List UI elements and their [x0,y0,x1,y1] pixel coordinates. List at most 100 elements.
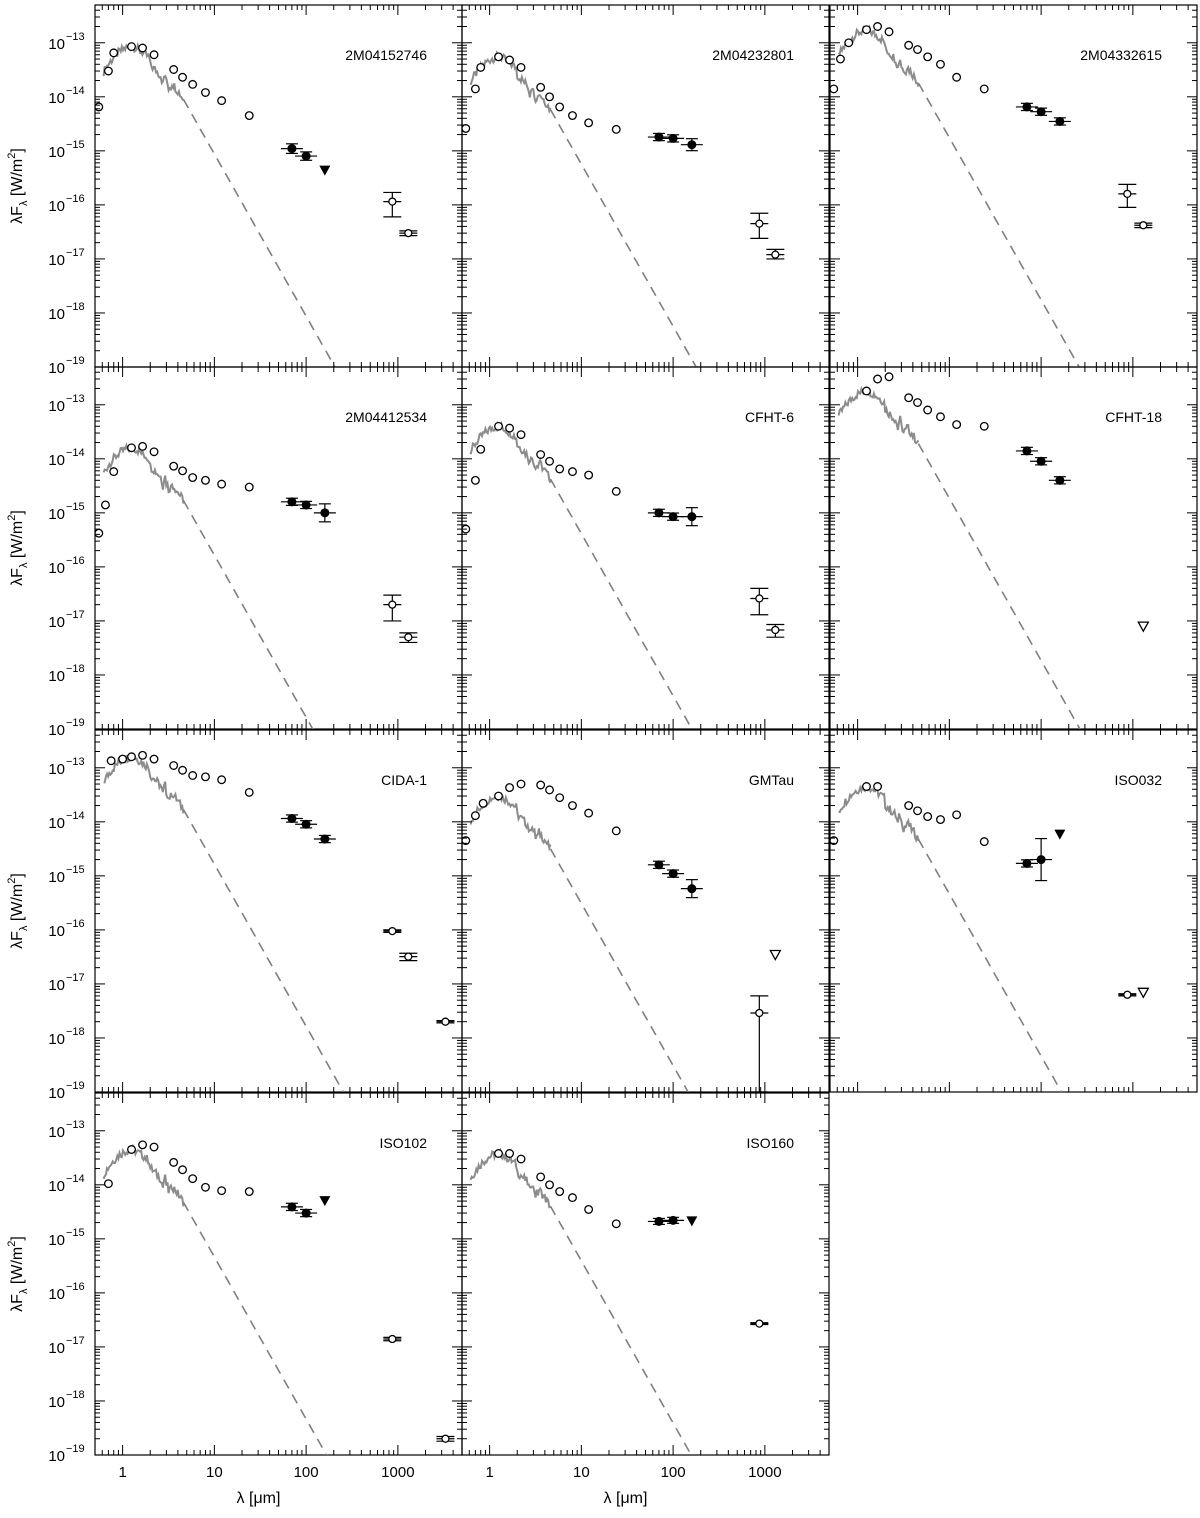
blackbody-dashed [549,109,698,367]
herschel-point [668,512,678,522]
y-tick-label: 10 [48,1232,65,1249]
y-tick-label: 10 [48,722,65,739]
y-tick-label: 10 [48,506,65,523]
upper-limit-marker [319,165,331,176]
photometry-point [127,752,136,762]
x-axis-label: λ [μm] [604,1490,648,1507]
sed-panel: CFHT-6 [461,366,830,730]
y-tick-exponent: −14 [66,810,85,822]
sed-panel: 2M04332615 [829,4,1198,368]
panel-title: ISO102 [380,1135,428,1151]
photometry-point [923,812,933,822]
panel-title: 2M04332615 [1080,47,1162,63]
photosphere-model [102,442,185,504]
herschel-point [668,869,678,879]
y-tick-exponent: −15 [66,139,85,151]
y-tick-exponent: −16 [66,555,85,567]
photometry-point [568,467,577,477]
mm-point [441,1434,450,1443]
herschel-point [301,819,311,829]
upper-limit-marker [1054,829,1066,840]
x-tick-label: 1 [118,1464,126,1481]
y-tick-exponent: −13 [66,756,85,768]
mm-upper-limit [769,949,782,961]
photometry-point [979,421,989,431]
photometry-point [862,782,871,791]
sed-panel: GMTau [461,729,830,1093]
photometry-point [244,111,254,120]
photometry-point [611,826,621,836]
photometry-point [470,811,480,821]
y-axis-label: λFλ [W/m2] [6,148,30,224]
photosphere-model [469,420,552,484]
herschel-point [1036,107,1046,117]
y-tick-label: 10 [48,1394,65,1411]
photometry-point [904,40,914,50]
photometry-point [516,779,526,789]
photometry-point [178,466,188,476]
photometry-point [505,783,515,793]
photometry-point [149,1142,159,1152]
photometry-point [169,65,179,74]
photometry-point [536,82,546,92]
photometry-point [178,72,188,82]
y-axis-label: λFλ [W/m2] [6,1236,30,1312]
photometry-point [505,1149,515,1158]
mm-point [1139,221,1148,230]
photometry-point [584,808,594,818]
mm-point [771,250,780,259]
y-tick-label: 10 [48,1031,65,1048]
y-tick-exponent: −13 [66,31,85,43]
photometry-point [217,96,227,106]
y-tick-label: 10 [48,1085,65,1102]
y-tick-label: 10 [48,1448,65,1465]
photometry-point [127,42,136,52]
mm-point [771,625,780,635]
photometry-point [188,79,198,89]
herschel-point [287,144,297,154]
y-tick-label: 10 [48,198,65,215]
photosphere-model [837,385,920,445]
blackbody-dashed [182,809,345,1092]
photometry-point [217,775,227,785]
photometry-point [178,1165,188,1175]
photometry-point [188,1174,198,1184]
blackbody-dashed [182,1201,328,1455]
photometry-point [244,1187,254,1197]
sed-panel: ISO160 [461,1092,830,1456]
photometry-point [244,482,254,492]
photometry-point [936,815,945,825]
photometry-point [169,461,179,471]
blackbody-dashed [917,838,1063,1092]
y-tick-label: 10 [48,560,65,577]
panel-title: ISO160 [747,1135,795,1151]
sed-panel: 2M04412534 [94,366,463,730]
photometry-point [611,486,621,496]
herschel-point [1036,855,1046,865]
photometry-point [217,1186,227,1196]
photometry-point [127,443,136,453]
photometry-point [884,372,894,382]
herschel-point [654,860,664,870]
photometry-point [138,1140,148,1150]
y-tick-exponent: −19 [66,1443,85,1455]
panel-title: GMTau [749,772,794,788]
photometry-point [149,50,159,60]
photometry-point [201,772,210,782]
y-tick-label: 10 [48,360,65,377]
photometry-point [169,1157,179,1167]
y-tick-exponent: −17 [66,609,85,621]
panel-title: CIDA-1 [381,772,427,788]
y-tick-exponent: −15 [66,1227,85,1239]
mm-point [755,219,764,228]
herschel-point [320,834,330,844]
y-tick-exponent: −18 [66,663,85,675]
photometry-point [516,62,526,72]
mm-point [1123,189,1132,199]
photometry-point [555,102,565,112]
blackbody-dashed [549,848,689,1092]
photometry-point [979,84,989,94]
photometry-point [536,450,546,459]
x-tick-label: 10 [206,1464,223,1481]
panel-title: 2M04152746 [345,47,427,63]
